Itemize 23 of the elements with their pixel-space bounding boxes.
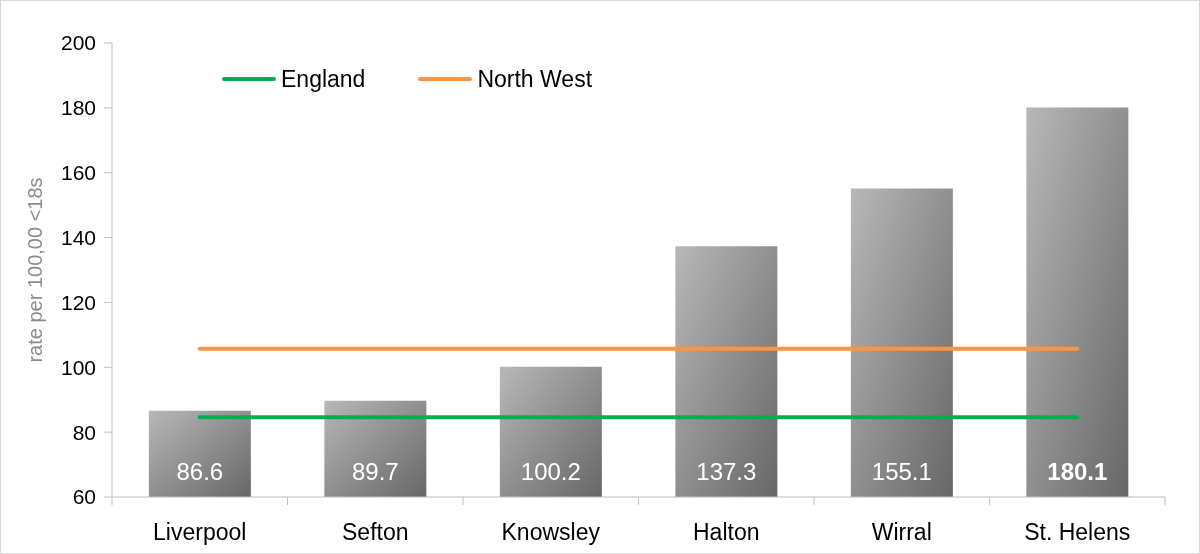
y-tick-label: 140 bbox=[60, 226, 96, 250]
data-label: 100.2 bbox=[520, 458, 581, 485]
y-tick-label: 80 bbox=[72, 420, 96, 444]
y-tick-label: 160 bbox=[60, 161, 96, 185]
data-label: 155.1 bbox=[871, 458, 932, 485]
x-tick-label: Liverpool bbox=[153, 519, 247, 545]
y-tick-label: 200 bbox=[60, 31, 96, 55]
y-tick-label: 100 bbox=[60, 355, 96, 379]
legend-label: England bbox=[281, 65, 366, 93]
y-axis-title: rate per 100,00 <18s bbox=[24, 177, 47, 363]
y-tick-label: 60 bbox=[72, 485, 96, 509]
data-label: 180.1 bbox=[1047, 458, 1108, 485]
data-label: 89.7 bbox=[352, 458, 399, 485]
data-label: 137.3 bbox=[696, 458, 757, 485]
x-tick-label: Knowsley bbox=[501, 519, 601, 545]
data-label: 86.6 bbox=[176, 458, 224, 485]
legend-label: North West bbox=[477, 65, 593, 93]
y-tick-label: 120 bbox=[60, 290, 96, 314]
x-tick-label: Wirral bbox=[871, 519, 932, 545]
x-tick-label: Sefton bbox=[342, 519, 409, 545]
y-tick-label: 180 bbox=[60, 96, 96, 120]
x-tick-label: Halton bbox=[693, 519, 760, 545]
x-tick-label: St. Helens bbox=[1024, 519, 1131, 545]
